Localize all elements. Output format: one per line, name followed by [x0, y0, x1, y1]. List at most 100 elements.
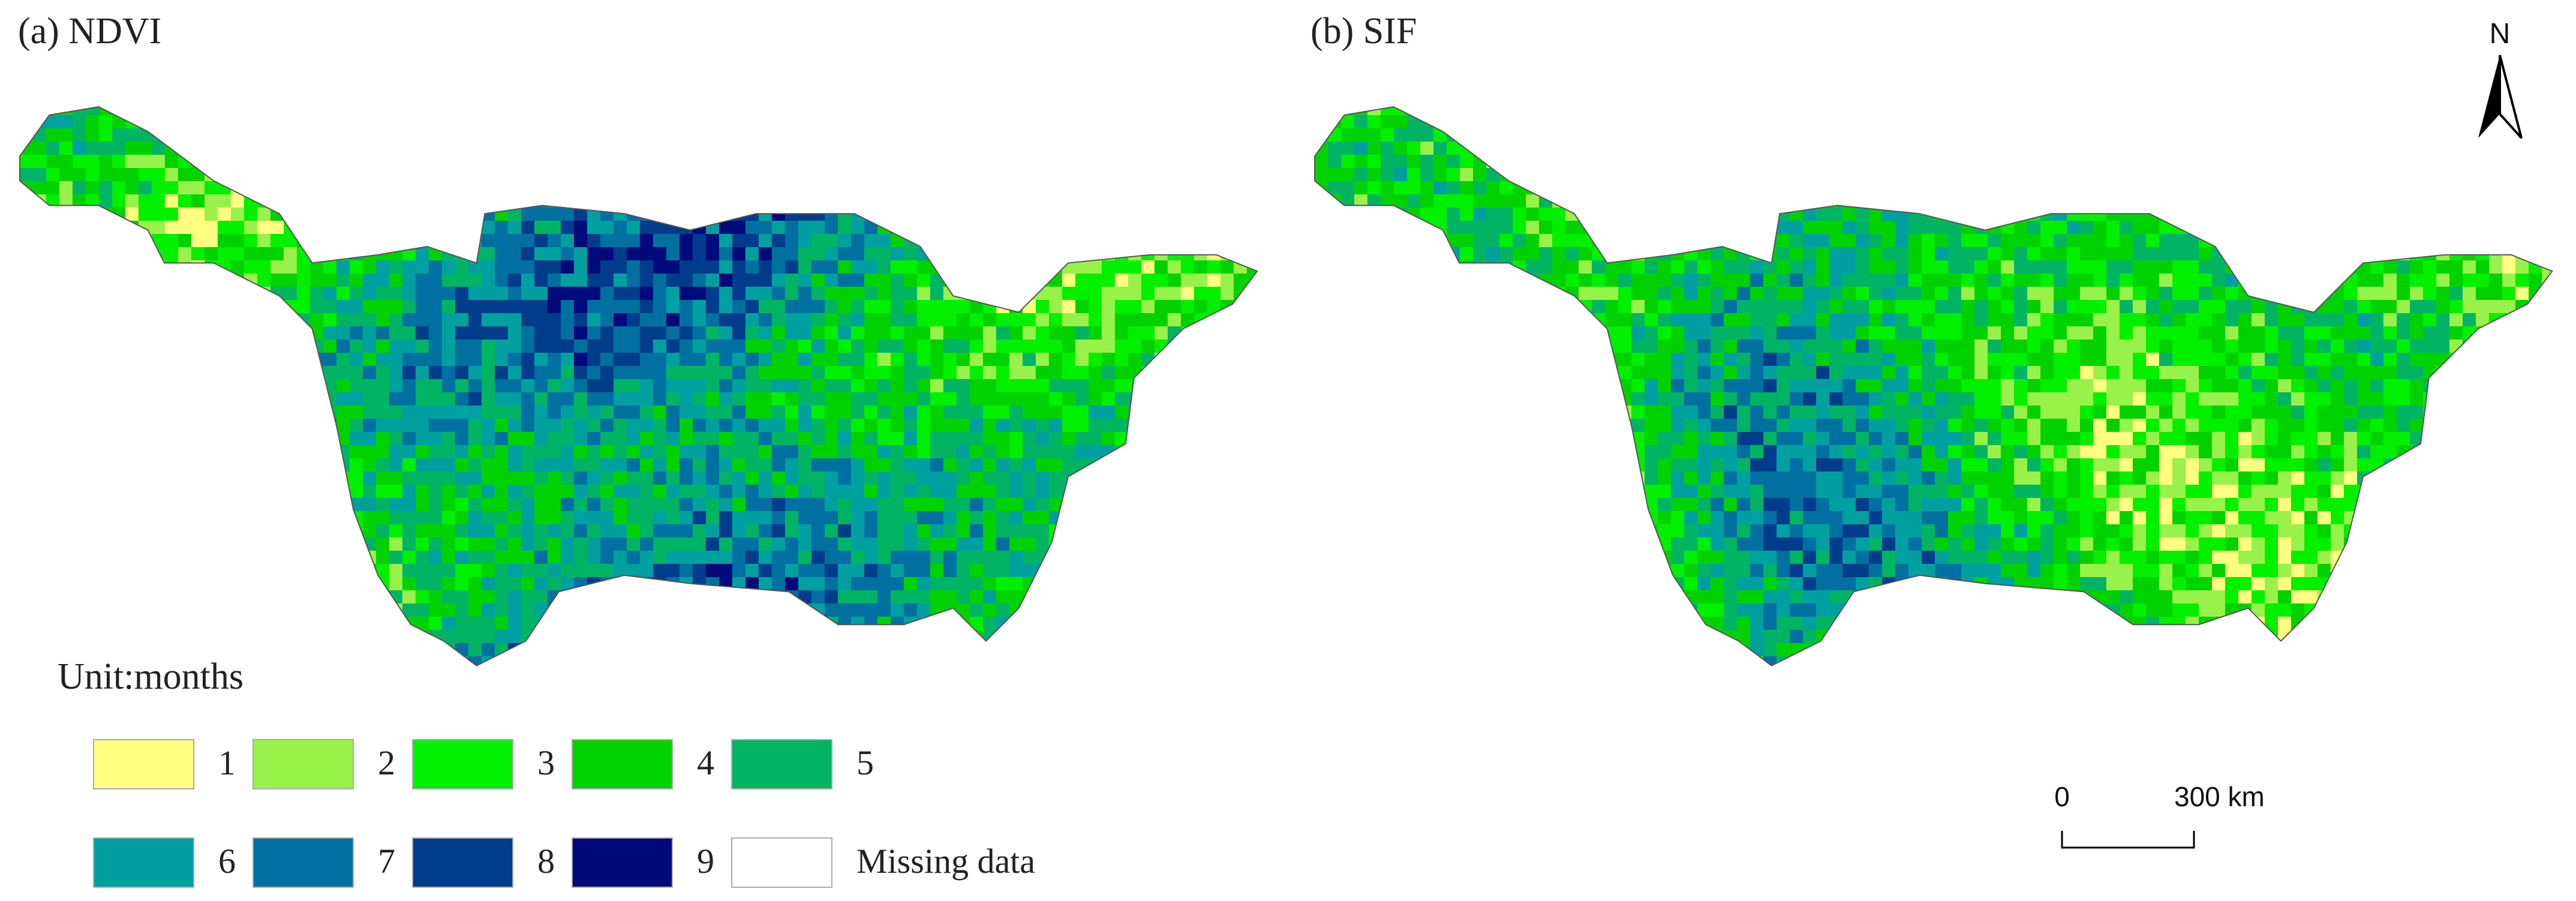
map-cell: [296, 392, 311, 406]
map-cell: [1220, 107, 1234, 116]
map-cell: [98, 313, 113, 327]
legend-label: 1: [218, 743, 236, 782]
map-cell: [1988, 208, 2001, 221]
map-cell: [1260, 260, 1274, 274]
map-cell: [534, 234, 548, 248]
map-cell: [389, 577, 403, 591]
map-cell: [1220, 274, 1234, 287]
map-cell: [653, 340, 667, 353]
map-cell: [784, 194, 799, 208]
map-cell: [1260, 274, 1274, 287]
map-cell: [982, 590, 997, 604]
map-cell: [204, 590, 218, 604]
map-cell: [507, 603, 522, 617]
legend-label: 7: [378, 842, 395, 881]
map-cell: [2529, 155, 2542, 169]
map-cell: [2133, 194, 2147, 208]
map-cell: [415, 564, 429, 578]
map-cell: [309, 155, 324, 169]
map-cell: [1961, 194, 1975, 208]
map-cell: [1273, 274, 1287, 287]
map-cell: [1062, 168, 1076, 182]
map-cell: [719, 260, 733, 274]
map-cell: [956, 247, 970, 261]
map-cell: [732, 603, 746, 617]
map-cell: [626, 577, 641, 591]
map-cell: [639, 590, 654, 604]
map-cell: [441, 208, 456, 221]
map-cell: [402, 287, 416, 301]
map-cell: [2186, 181, 2199, 195]
map-cell: [230, 128, 245, 142]
map-cell: [1062, 551, 1076, 564]
map-cell: [296, 155, 311, 169]
map-cell: [1048, 366, 1063, 380]
map-cell: [1260, 419, 1274, 433]
map-cell: [1895, 115, 1909, 129]
map-cell: [639, 617, 654, 630]
map-cell: [811, 142, 825, 155]
map-cell: [362, 234, 377, 248]
map-cell: [2265, 107, 2279, 116]
map-cell: [916, 406, 931, 419]
map-cell: [455, 155, 469, 169]
map-cell: [46, 577, 60, 591]
map-cell: [587, 155, 601, 169]
map-cell: [32, 458, 47, 472]
map-cell: [98, 406, 113, 419]
map-cell: [494, 353, 509, 367]
map-cell: [1737, 181, 1751, 195]
map-cell: [1075, 498, 1089, 512]
map-cell: [626, 247, 641, 261]
map-cell: [1935, 168, 1949, 182]
map-cell: [375, 260, 390, 274]
map-cell: [389, 498, 403, 512]
map-cell: [1974, 128, 1988, 142]
map-cell: [587, 630, 601, 644]
map-cell: [1009, 353, 1023, 367]
map-cell: [441, 142, 456, 155]
map-cell: [1062, 603, 1076, 617]
map-cell: [468, 366, 482, 380]
map-cell: [2067, 155, 2081, 169]
map-cell: [666, 458, 680, 472]
map-cell: [600, 194, 614, 208]
map-cell: [2542, 115, 2553, 129]
map-cell: [837, 432, 852, 446]
map-cell: [1233, 326, 1248, 340]
map-cell: [257, 168, 271, 182]
map-cell: [481, 287, 495, 301]
map-cell: [1009, 485, 1023, 498]
map-cell: [244, 577, 258, 591]
map-cell: [600, 326, 614, 340]
map-cell: [2463, 181, 2476, 195]
map-cell: [481, 128, 495, 142]
map-cell: [494, 524, 509, 538]
map-cell: [653, 656, 667, 666]
map-cell: [877, 471, 891, 485]
map-cell: [1035, 168, 1050, 182]
map-cell: [1697, 128, 1711, 142]
map-cell: [32, 577, 47, 591]
map-cell: [59, 181, 73, 195]
map-cell: [534, 419, 548, 433]
map-cell: [1869, 194, 1883, 208]
map-cell: [98, 340, 113, 353]
map-cell: [257, 471, 271, 485]
map-cell: [59, 643, 73, 657]
map-cell: [283, 511, 297, 525]
map-cell: [521, 326, 535, 340]
map-cell: [1842, 142, 1856, 155]
map-cell: [2225, 107, 2239, 116]
map-cell: [46, 168, 60, 182]
map-cell: [1062, 656, 1076, 666]
map-cell: [890, 142, 904, 155]
map-cell: [1737, 115, 1751, 129]
map-cell: [1220, 260, 1234, 274]
map-cell: [758, 498, 773, 512]
map-cell: [164, 551, 179, 564]
map-cell: [1948, 181, 1962, 195]
map-cell: [468, 564, 482, 578]
map-cell: [191, 181, 205, 195]
map-cell: [2357, 181, 2371, 195]
